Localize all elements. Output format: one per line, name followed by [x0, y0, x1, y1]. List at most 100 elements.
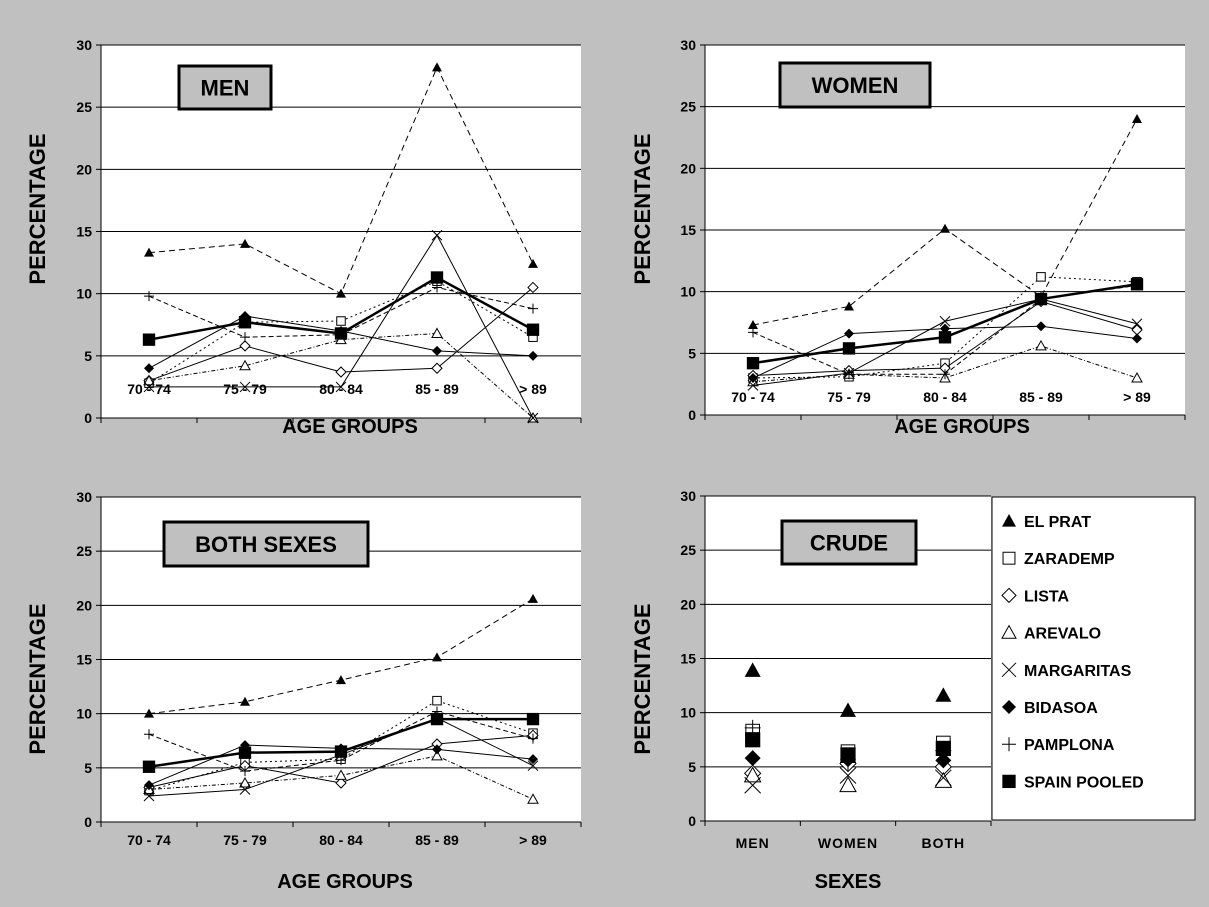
y-tick-label: 25 — [680, 542, 696, 558]
series — [143, 749, 539, 804]
y-tick-label: 0 — [84, 814, 92, 830]
series — [745, 732, 951, 763]
data-point — [748, 319, 758, 329]
data-point — [527, 412, 539, 424]
x-tick-label: 85 - 89 — [415, 381, 459, 397]
series-line — [148, 332, 534, 419]
chart-panel: 0 5 10 15 20 25 30 MEN WOMEN BOTH SEXES PERCENTAGE C… — [630, 488, 992, 893]
legend-marker — [1001, 662, 1017, 678]
data-point — [527, 760, 539, 772]
legend-item: SPAIN POOLED — [1002, 774, 1144, 791]
y-tick-label: 15 — [76, 224, 92, 240]
x-axis-title: AGE GROUPS — [282, 416, 418, 438]
data-point — [747, 380, 759, 391]
legend-label: ZARADEMP — [1024, 551, 1115, 568]
data-point — [1131, 371, 1143, 383]
legend: EL PRAT ZARADEMP LISTA AREVALO MARGARITAS BID… — [991, 496, 1196, 821]
legend-box — [991, 496, 1196, 821]
legend-item: MARGARITAS — [1001, 662, 1132, 680]
legend-label: AREVALO — [1024, 626, 1101, 643]
data-point — [432, 695, 442, 706]
chart-title: BOTH SEXES — [195, 532, 337, 557]
data-point — [744, 776, 762, 794]
data-point — [239, 381, 251, 393]
data-point — [430, 712, 444, 726]
data-point — [748, 327, 758, 338]
y-tick-label: 30 — [76, 489, 92, 505]
data-point — [526, 323, 540, 336]
y-axis-title: PERCENTAGE — [25, 133, 50, 284]
y-tick-label: 0 — [84, 410, 92, 426]
data-point — [528, 754, 538, 765]
data-point — [238, 316, 252, 329]
x-tick-label: > 89 — [519, 832, 547, 848]
data-point — [527, 281, 539, 294]
data-point — [748, 373, 758, 383]
x-tick-label: 70 - 74 — [731, 389, 775, 405]
legend-item: EL PRAT — [1002, 514, 1091, 531]
x-tick-label: WOMEN — [818, 835, 878, 851]
x-tick-label: 85 - 89 — [1019, 389, 1063, 405]
legend-marker — [1002, 774, 1016, 789]
y-tick-label: 15 — [680, 651, 696, 667]
data-point — [745, 732, 761, 748]
data-point — [239, 340, 251, 352]
data-point — [940, 369, 950, 380]
y-axis-title: PERCENTAGE — [25, 603, 50, 754]
data-point — [335, 777, 347, 789]
y-tick-label: 20 — [76, 161, 92, 177]
chart-title-box — [162, 520, 370, 568]
data-point — [844, 328, 854, 339]
y-tick-label: 10 — [680, 284, 696, 300]
chart-title: CRUDE — [810, 531, 888, 556]
data-point — [240, 238, 250, 248]
data-point — [528, 303, 538, 314]
data-point — [744, 662, 761, 677]
data-point — [934, 769, 952, 787]
data-point — [839, 767, 857, 784]
data-point — [336, 316, 346, 326]
data-point — [1035, 339, 1047, 351]
y-tick-label: 5 — [84, 760, 92, 776]
chart-title-box — [778, 61, 932, 109]
x-tick-label: BOTH — [921, 835, 965, 851]
data-point — [526, 712, 540, 726]
series — [142, 712, 540, 773]
data-point — [240, 766, 250, 777]
y-tick-label: 25 — [680, 99, 696, 115]
x-tick-label: 70 - 74 — [127, 832, 171, 848]
y-tick-label: 20 — [680, 160, 696, 176]
data-point — [432, 744, 442, 755]
x-tick-label: 80 - 84 — [923, 389, 967, 405]
series — [142, 271, 540, 346]
data-point — [144, 247, 154, 257]
data-point — [1130, 278, 1144, 291]
data-point — [432, 62, 442, 72]
series-line — [148, 710, 534, 772]
data-point — [1034, 292, 1048, 306]
data-point — [1131, 318, 1143, 330]
x-axis-title: AGE GROUPS — [277, 871, 413, 893]
y-tick-label: 10 — [680, 705, 696, 721]
data-point — [527, 793, 539, 804]
chart-panel: 0 5 10 15 20 25 30 70 - 74 75 - 79 80 - 84 85 - 89… — [25, 37, 582, 438]
y-tick-label: 30 — [680, 37, 696, 53]
x-tick-label: 75 - 79 — [223, 381, 267, 397]
series — [743, 766, 953, 793]
data-point — [939, 315, 951, 327]
y-tick-label: 0 — [688, 407, 696, 423]
data-point — [239, 776, 251, 788]
y-tick-label: 10 — [76, 286, 92, 302]
legend-label: SPAIN POOLED — [1024, 774, 1144, 791]
y-axis-title: PERCENTAGE — [630, 133, 655, 284]
chart-title-box — [177, 64, 273, 111]
data-point — [431, 362, 443, 374]
data-point — [1132, 333, 1142, 344]
legend-marker — [1002, 551, 1016, 565]
legend-item: AREVALO — [1001, 624, 1101, 643]
legend-label: EL PRAT — [1024, 514, 1091, 531]
data-point — [143, 374, 155, 386]
data-point — [840, 702, 856, 717]
x-tick-label: > 89 — [519, 381, 547, 397]
legend-label: MARGARITAS — [1024, 663, 1132, 680]
